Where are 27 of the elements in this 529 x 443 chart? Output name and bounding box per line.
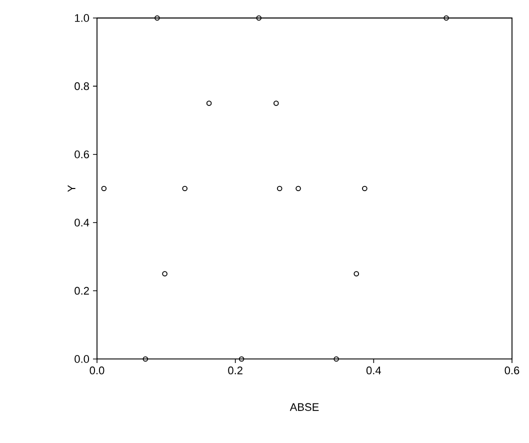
point — [142, 356, 148, 362]
y-tick-label: 0.2 — [74, 286, 89, 295]
point — [206, 100, 212, 106]
point — [182, 186, 188, 192]
y-tick-label: 0.6 — [74, 150, 89, 158]
point — [362, 186, 368, 192]
point — [162, 271, 168, 276]
y-axis-title: Y — [68, 185, 76, 192]
point — [276, 186, 282, 192]
x-tick-label: 0.0 — [90, 366, 104, 374]
x-tick-label: 0.2 — [228, 366, 242, 374]
point — [154, 15, 160, 21]
x-axis-title: ABSE — [290, 403, 319, 411]
y-tick-label: 1.0 — [75, 14, 90, 22]
point — [273, 100, 279, 106]
point — [334, 356, 339, 362]
point — [296, 186, 301, 192]
point — [256, 15, 262, 21]
y-tick-label: 0.4 — [74, 218, 90, 226]
point — [354, 271, 360, 276]
point — [101, 186, 107, 192]
y-tick-label: 0.0 — [74, 355, 90, 363]
x-tick-label: 0.4 — [366, 366, 381, 374]
x-tick-label: 0.6 — [504, 366, 520, 374]
point — [444, 15, 449, 21]
point — [238, 356, 244, 362]
y-tick-label: 0.8 — [74, 82, 89, 90]
